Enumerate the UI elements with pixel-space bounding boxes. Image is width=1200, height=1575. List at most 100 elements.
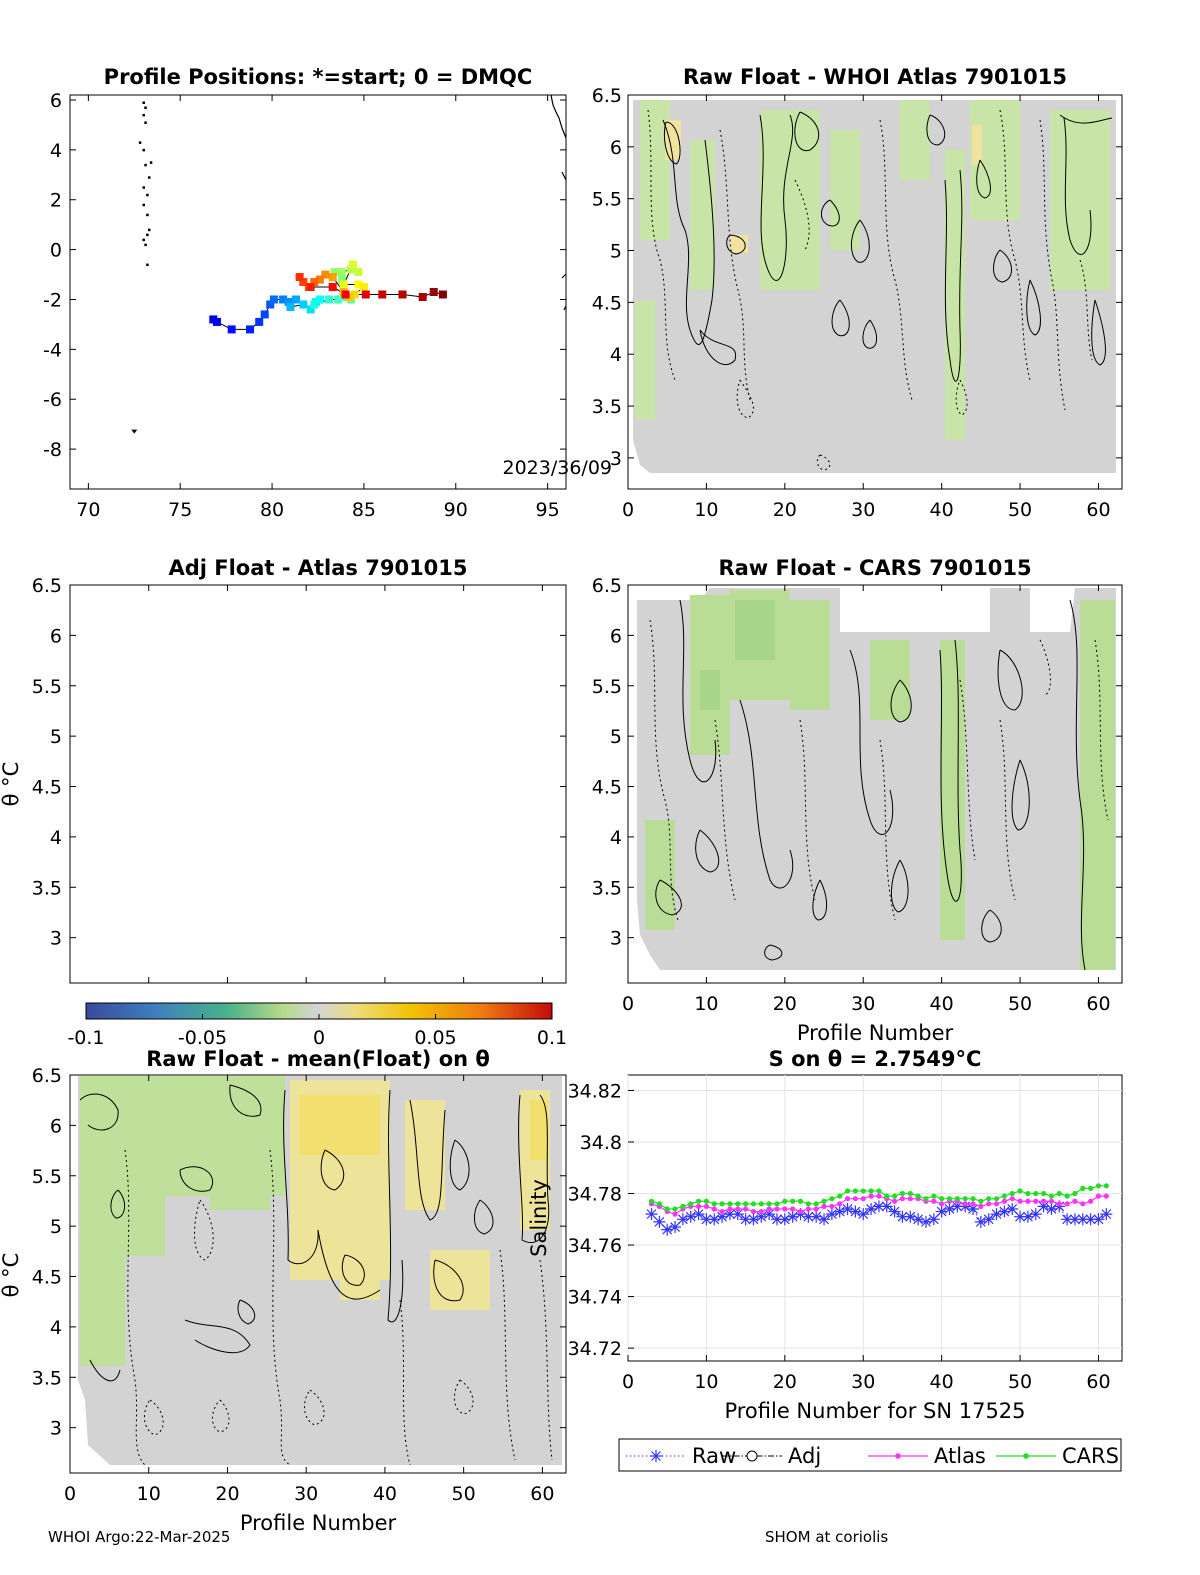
cars-point — [743, 1201, 749, 1207]
y-tick-label: -2 — [43, 289, 62, 311]
profile-position-marker — [378, 290, 387, 299]
y-tick-label: -8 — [43, 439, 62, 461]
profile-position-marker — [321, 270, 330, 279]
island-dot — [147, 228, 151, 232]
atlas-point — [829, 1203, 835, 1210]
cars-point — [1080, 1185, 1086, 1191]
raw-point — [747, 1213, 760, 1226]
raw-point — [723, 1208, 736, 1221]
cars-point — [821, 1198, 827, 1204]
x-tick-label: 50 — [452, 1483, 476, 1505]
profile-position-marker — [337, 275, 346, 284]
island-dot — [131, 429, 138, 434]
atlas-point — [1088, 1198, 1094, 1204]
atlas-point — [899, 1196, 906, 1202]
y-tick-label: 4.5 — [592, 292, 622, 314]
profile-position-marker — [246, 325, 255, 334]
raw-point — [802, 1210, 815, 1223]
y-tick-label: 6 — [610, 625, 622, 647]
cars-point — [884, 1193, 890, 1199]
y-tick-label: -6 — [43, 389, 62, 411]
salinity-panel: S on θ = 2.7549°C 0 10 20 30 40 50 60 34.82 34.8… — [568, 1047, 1123, 1472]
atlas-point — [1025, 1198, 1031, 1204]
y-tick-label: 34.76 — [568, 1235, 622, 1257]
raw-point — [935, 1205, 948, 1218]
colorbar-tick-label: -0.05 — [178, 1027, 227, 1049]
raw-point — [661, 1223, 674, 1236]
cars-point — [648, 1198, 655, 1204]
x-tick-label: 50 — [1008, 499, 1032, 521]
float-track — [131, 101, 447, 434]
adj-atlas-ylabel: θ °C — [0, 762, 23, 807]
raw-mean-panel: Raw Float - mean(Float) on θ — [0, 1047, 567, 1535]
profile-position-marker — [359, 283, 368, 292]
raw-cars-axes — [627, 584, 1123, 984]
cars-point — [1025, 1190, 1031, 1197]
x-tick-label: 0 — [622, 993, 634, 1015]
atlas-point — [805, 1206, 811, 1212]
y-tick-label: 4.5 — [32, 777, 62, 799]
profile-position-marker — [339, 280, 348, 289]
y-tick-label: 3.5 — [32, 1367, 62, 1389]
raw-mean-ticks: 0 10 20 30 40 50 60 6.5 6 5.5 5 4.5 4 3.5 3 — [32, 1065, 566, 1505]
raw-point — [896, 1210, 909, 1223]
raw-point — [872, 1200, 885, 1213]
cars-point — [758, 1201, 764, 1207]
colorbar-tick-label: -0.1 — [67, 1027, 104, 1049]
raw-point — [967, 1202, 980, 1215]
cars-point — [695, 1198, 702, 1204]
atlas-point — [978, 1203, 984, 1210]
series-raw-line — [651, 1205, 1107, 1231]
cars-point — [939, 1196, 945, 1202]
island-dot — [144, 243, 147, 247]
footer-right: SHOM at coriolis — [765, 1528, 888, 1546]
legend-marker — [746, 1450, 758, 1462]
x-tick-label: 60 — [530, 1483, 554, 1505]
cars-point — [664, 1206, 670, 1212]
cars-point — [1048, 1193, 1055, 1199]
cars-point — [1088, 1185, 1094, 1191]
cars-point — [923, 1196, 929, 1202]
atlas-point — [1001, 1198, 1007, 1204]
y-tick-label: 34.74 — [568, 1287, 622, 1309]
profile-position-marker — [398, 290, 407, 299]
raw-point — [974, 1215, 987, 1228]
y-tick-label: 4.5 — [592, 777, 622, 799]
raw-point — [676, 1213, 689, 1226]
profile-position-marker — [279, 295, 288, 304]
coastline — [550, 94, 567, 311]
raw-point — [1021, 1210, 1034, 1223]
raw-point — [857, 1208, 870, 1221]
x-tick-label: 10 — [694, 993, 718, 1015]
x-tick-label: 30 — [851, 499, 875, 521]
x-tick-label: 80 — [260, 499, 284, 521]
atlas-point — [876, 1193, 882, 1199]
y-tick-label: 6 — [50, 1115, 62, 1137]
adj-atlas-axes — [69, 584, 567, 984]
raw-point — [904, 1210, 917, 1223]
cars-point — [860, 1188, 866, 1194]
raw-point — [888, 1205, 901, 1218]
raw-cars-ticks: 0 10 20 30 40 50 60 6.5 6 5.5 5 4.5 4 3.5 3 — [592, 575, 1122, 1015]
y-tick-label: 3.5 — [592, 877, 622, 899]
cars-point — [892, 1193, 898, 1199]
adj-atlas-ticks: 6.5 6 5.5 5 4.5 4 3.5 3 — [32, 575, 566, 983]
island-dot — [146, 233, 149, 237]
profile-position-marker — [284, 297, 293, 306]
atlas-point — [735, 1206, 741, 1212]
profile-position-marker — [299, 300, 308, 309]
colorbar-tick-label: 0 — [313, 1027, 325, 1049]
atlas-point — [844, 1196, 851, 1202]
x-tick-label: 0 — [64, 1483, 76, 1505]
y-tick-label: 3 — [610, 928, 622, 950]
cars-point — [993, 1196, 1000, 1202]
profile-position-marker — [348, 260, 357, 269]
x-tick-label: 20 — [773, 499, 797, 521]
y-tick-label: 6 — [50, 90, 62, 112]
y-tick-label: 0 — [50, 240, 62, 262]
atlas-point — [892, 1198, 898, 1204]
legend-marker — [650, 1450, 662, 1462]
raw-point — [810, 1210, 823, 1223]
y-tick-label: 3.5 — [592, 396, 622, 418]
profile-position-marker — [438, 290, 447, 299]
